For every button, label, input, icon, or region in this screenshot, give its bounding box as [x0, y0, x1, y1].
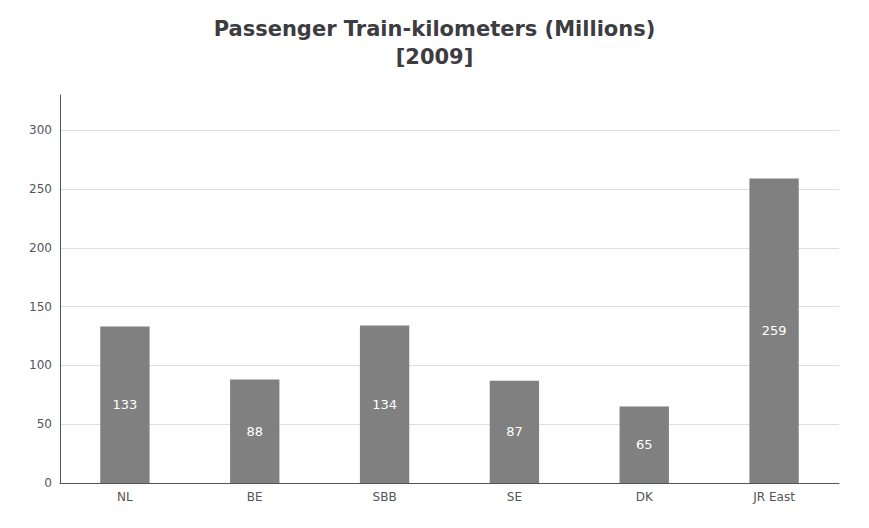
- svg-text:250: 250: [29, 182, 52, 196]
- svg-text:87: 87: [506, 424, 523, 439]
- svg-text:NL: NL: [117, 490, 133, 504]
- svg-text:50: 50: [37, 417, 52, 431]
- svg-text:133: 133: [113, 397, 138, 412]
- svg-text:Passenger Train-kilometers (Mi: Passenger Train-kilometers (Millions): [214, 17, 656, 41]
- svg-text:SE: SE: [507, 490, 522, 504]
- svg-text:150: 150: [29, 300, 52, 314]
- svg-text:134: 134: [372, 397, 397, 412]
- svg-text:0: 0: [44, 476, 52, 490]
- svg-text:200: 200: [29, 241, 52, 255]
- svg-text:65: 65: [636, 437, 653, 452]
- svg-text:100: 100: [29, 358, 52, 372]
- svg-text:[2009]: [2009]: [396, 45, 474, 69]
- svg-text:JR East: JR East: [752, 490, 795, 504]
- svg-text:88: 88: [246, 424, 263, 439]
- svg-text:BE: BE: [247, 490, 263, 504]
- svg-text:259: 259: [762, 323, 787, 338]
- svg-text:SBB: SBB: [373, 490, 397, 504]
- svg-text:DK: DK: [636, 490, 654, 504]
- svg-text:300: 300: [29, 123, 52, 137]
